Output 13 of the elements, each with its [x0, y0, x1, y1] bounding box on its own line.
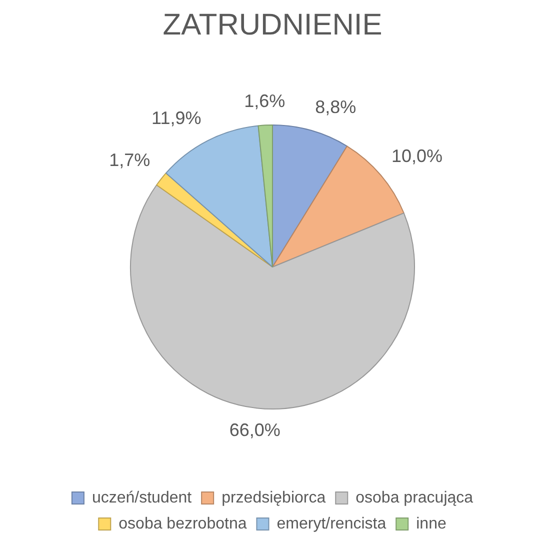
legend-label: przedsiębiorca [222, 489, 326, 506]
legend-label: osoba bezrobotna [118, 515, 247, 532]
data-label: 10,0% [391, 146, 442, 166]
data-label: 11,9% [152, 108, 202, 128]
legend-label: inne [416, 515, 446, 532]
legend-label: uczeń/student [92, 489, 192, 506]
chart-title: ZATRUDNIENIE [162, 8, 382, 42]
data-label: 66,0% [229, 420, 280, 440]
legend-label: osoba pracująca [356, 489, 474, 506]
data-label: 8,8% [315, 96, 356, 117]
legend-label: emeryt/rencista [276, 515, 386, 532]
data-label: 1,7% [109, 150, 150, 170]
data-label: 1,6% [244, 91, 286, 112]
